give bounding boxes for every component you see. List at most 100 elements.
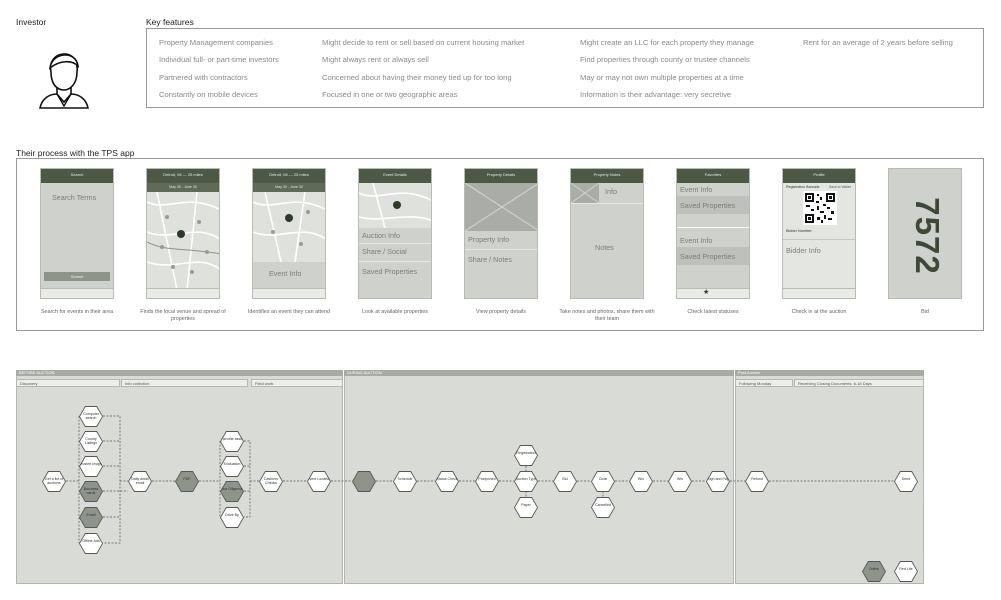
node-label: Win xyxy=(676,477,684,481)
event-info-item[interactable]: Event Info xyxy=(680,185,713,194)
notes-area[interactable]: Notes xyxy=(595,243,614,252)
subphase-label: Field work xyxy=(255,381,274,386)
node-label: Due Diligence xyxy=(220,487,244,491)
node-get-list[interactable]: Get a list of auctions xyxy=(42,471,66,492)
node-trustee-insight[interactable]: Trustee Insight xyxy=(79,456,103,477)
search-button[interactable]: Search xyxy=(44,272,110,281)
screen-header: Property Details xyxy=(465,169,537,183)
node-label: Cancelled xyxy=(595,503,611,507)
search-terms-field[interactable]: Search Terms xyxy=(52,193,97,202)
subphase-label: Discovery xyxy=(20,381,38,386)
screen-header: Detroit, MI — 25 miles xyxy=(147,169,219,183)
node-email[interactable]: Email xyxy=(79,507,103,528)
node-event-location[interactable]: Event Location xyxy=(307,471,331,492)
photo-thumbnail[interactable] xyxy=(571,183,599,203)
node-status-check[interactable]: Status Check xyxy=(435,471,459,492)
node-daily-email[interactable]: Daily detail email xyxy=(128,471,152,492)
node-label: Postponed xyxy=(478,477,496,481)
node-win-2[interactable]: Win xyxy=(668,471,692,492)
node-refund[interactable]: Refund xyxy=(745,471,769,492)
info-item[interactable]: Info xyxy=(605,187,617,196)
node-label: Drive By xyxy=(225,513,239,517)
node-label: Win xyxy=(637,477,645,481)
date-range-bar[interactable]: May 30 - June 30 xyxy=(147,183,219,192)
tab-bar[interactable] xyxy=(147,288,219,298)
save-to-wallet-link[interactable]: Save to Wallet xyxy=(829,185,851,189)
node-registration[interactable]: Registration xyxy=(514,445,538,466)
node-label: Deed xyxy=(901,477,911,481)
feature-item: Focused in one or two geographic areas xyxy=(322,90,458,99)
property-info-item[interactable]: Property Info xyxy=(468,235,510,244)
feature-item: Might decide to rent or sell based on cu… xyxy=(322,38,525,47)
node-win[interactable]: Win xyxy=(629,471,653,492)
node-paper[interactable]: Paper xyxy=(514,497,538,518)
saved-properties-item[interactable]: Saved Properties xyxy=(680,201,736,210)
subphase-header: Field work xyxy=(251,379,343,387)
node-evaluation[interactable]: Evaluation xyxy=(220,456,244,477)
event-info-item[interactable]: Event Info xyxy=(680,236,713,245)
key-features-title: Key features xyxy=(146,17,194,27)
node-bid[interactable]: Bid xyxy=(553,471,577,492)
node-cancelled[interactable]: Cancelled xyxy=(591,497,615,518)
saved-properties-item[interactable]: Saved Properties xyxy=(362,267,418,276)
event-info-label[interactable]: Event Info xyxy=(269,269,302,278)
phase-label: DURING AUCTION xyxy=(347,370,382,375)
tab-bar[interactable] xyxy=(253,288,325,298)
auction-info-item[interactable]: Auction Info xyxy=(362,231,400,240)
map-view[interactable] xyxy=(359,182,431,229)
node-sign-and-pay[interactable]: Sign and Pay xyxy=(706,471,730,492)
saved-properties-row[interactable] xyxy=(677,196,749,214)
node-county-listings[interactable]: County Listings xyxy=(79,431,103,452)
share-notes-item[interactable]: Share / Notes xyxy=(468,255,512,264)
node-label: Registration xyxy=(516,451,536,455)
saved-properties-item[interactable]: Saved Properties xyxy=(680,252,736,261)
screen-caption: Take notes and photos, share them with t… xyxy=(559,309,655,322)
node-red-life[interactable]: Red Life xyxy=(894,561,918,582)
node-due-diligence[interactable]: Due Diligence xyxy=(220,481,244,502)
node-favorite-asset[interactable]: Favorite asset xyxy=(220,431,244,452)
phone-screen-profile: Profile Registration Barcode Save to Wal… xyxy=(782,168,856,299)
node-cashiers-checks[interactable]: Cashiers Checks xyxy=(259,471,283,492)
date-range-bar[interactable]: May 30 - June 30 xyxy=(253,183,325,192)
feature-item: Rent for an average of 2 years before se… xyxy=(803,38,953,47)
tab-bar[interactable]: ★ xyxy=(677,288,749,298)
node-drive-by[interactable]: Drive By xyxy=(220,507,244,528)
node-arrive[interactable] xyxy=(352,471,376,492)
bidder-info-item[interactable]: Bidder Info xyxy=(786,246,821,255)
node-postponed[interactable]: Postponed xyxy=(475,471,499,492)
divider xyxy=(359,261,431,262)
node-deed[interactable]: Deed xyxy=(894,471,918,492)
process-title: Their process with the TPS app xyxy=(16,148,135,158)
node-label: Offline Ads xyxy=(82,539,100,543)
node-label: Auction Type xyxy=(515,477,537,481)
share-social-item[interactable]: Share / Social xyxy=(362,247,407,256)
tab-bar[interactable] xyxy=(41,288,113,298)
node-pdf[interactable]: PDF xyxy=(175,471,199,492)
node-auction-type[interactable]: Auction Type xyxy=(514,471,538,492)
map-view[interactable] xyxy=(147,191,219,291)
tab-bar[interactable] xyxy=(783,288,855,298)
screen-caption: Bid xyxy=(921,309,929,315)
screen-caption: Search for events in their area xyxy=(40,309,114,315)
map-illustration xyxy=(359,182,431,229)
node-schedule[interactable]: Schedule xyxy=(393,471,417,492)
node-label: Clear xyxy=(598,477,608,481)
phone-screen-event-map: Detroit, MI — 25 miles May 30 - June 30 … xyxy=(252,168,326,299)
node-offline-ads[interactable]: Offline Ads xyxy=(79,533,103,554)
saved-properties-row[interactable] xyxy=(677,247,749,265)
subphase-header: Following Monday xyxy=(735,379,793,387)
node-clear[interactable]: Clear xyxy=(591,471,615,492)
screen-caption: Finds the local venue and spread of prop… xyxy=(140,309,226,322)
phone-screen-property-details: Property Details Property Info Share / N… xyxy=(464,168,538,299)
qr-code-icon xyxy=(803,191,837,225)
subphase-label: Info collection xyxy=(125,381,150,386)
node-computer-search[interactable]: Computer search xyxy=(79,406,103,427)
map-view[interactable] xyxy=(253,191,325,263)
process-box: Search Search Terms Search Search for ev… xyxy=(16,158,984,331)
subphase-header: Info collection xyxy=(121,379,248,387)
property-image-placeholder xyxy=(465,183,537,231)
node-business-cards[interactable]: Business cards xyxy=(79,481,103,502)
node-online[interactable]: Online xyxy=(862,561,886,582)
node-label: Online xyxy=(868,567,880,571)
star-icon[interactable]: ★ xyxy=(703,289,710,296)
